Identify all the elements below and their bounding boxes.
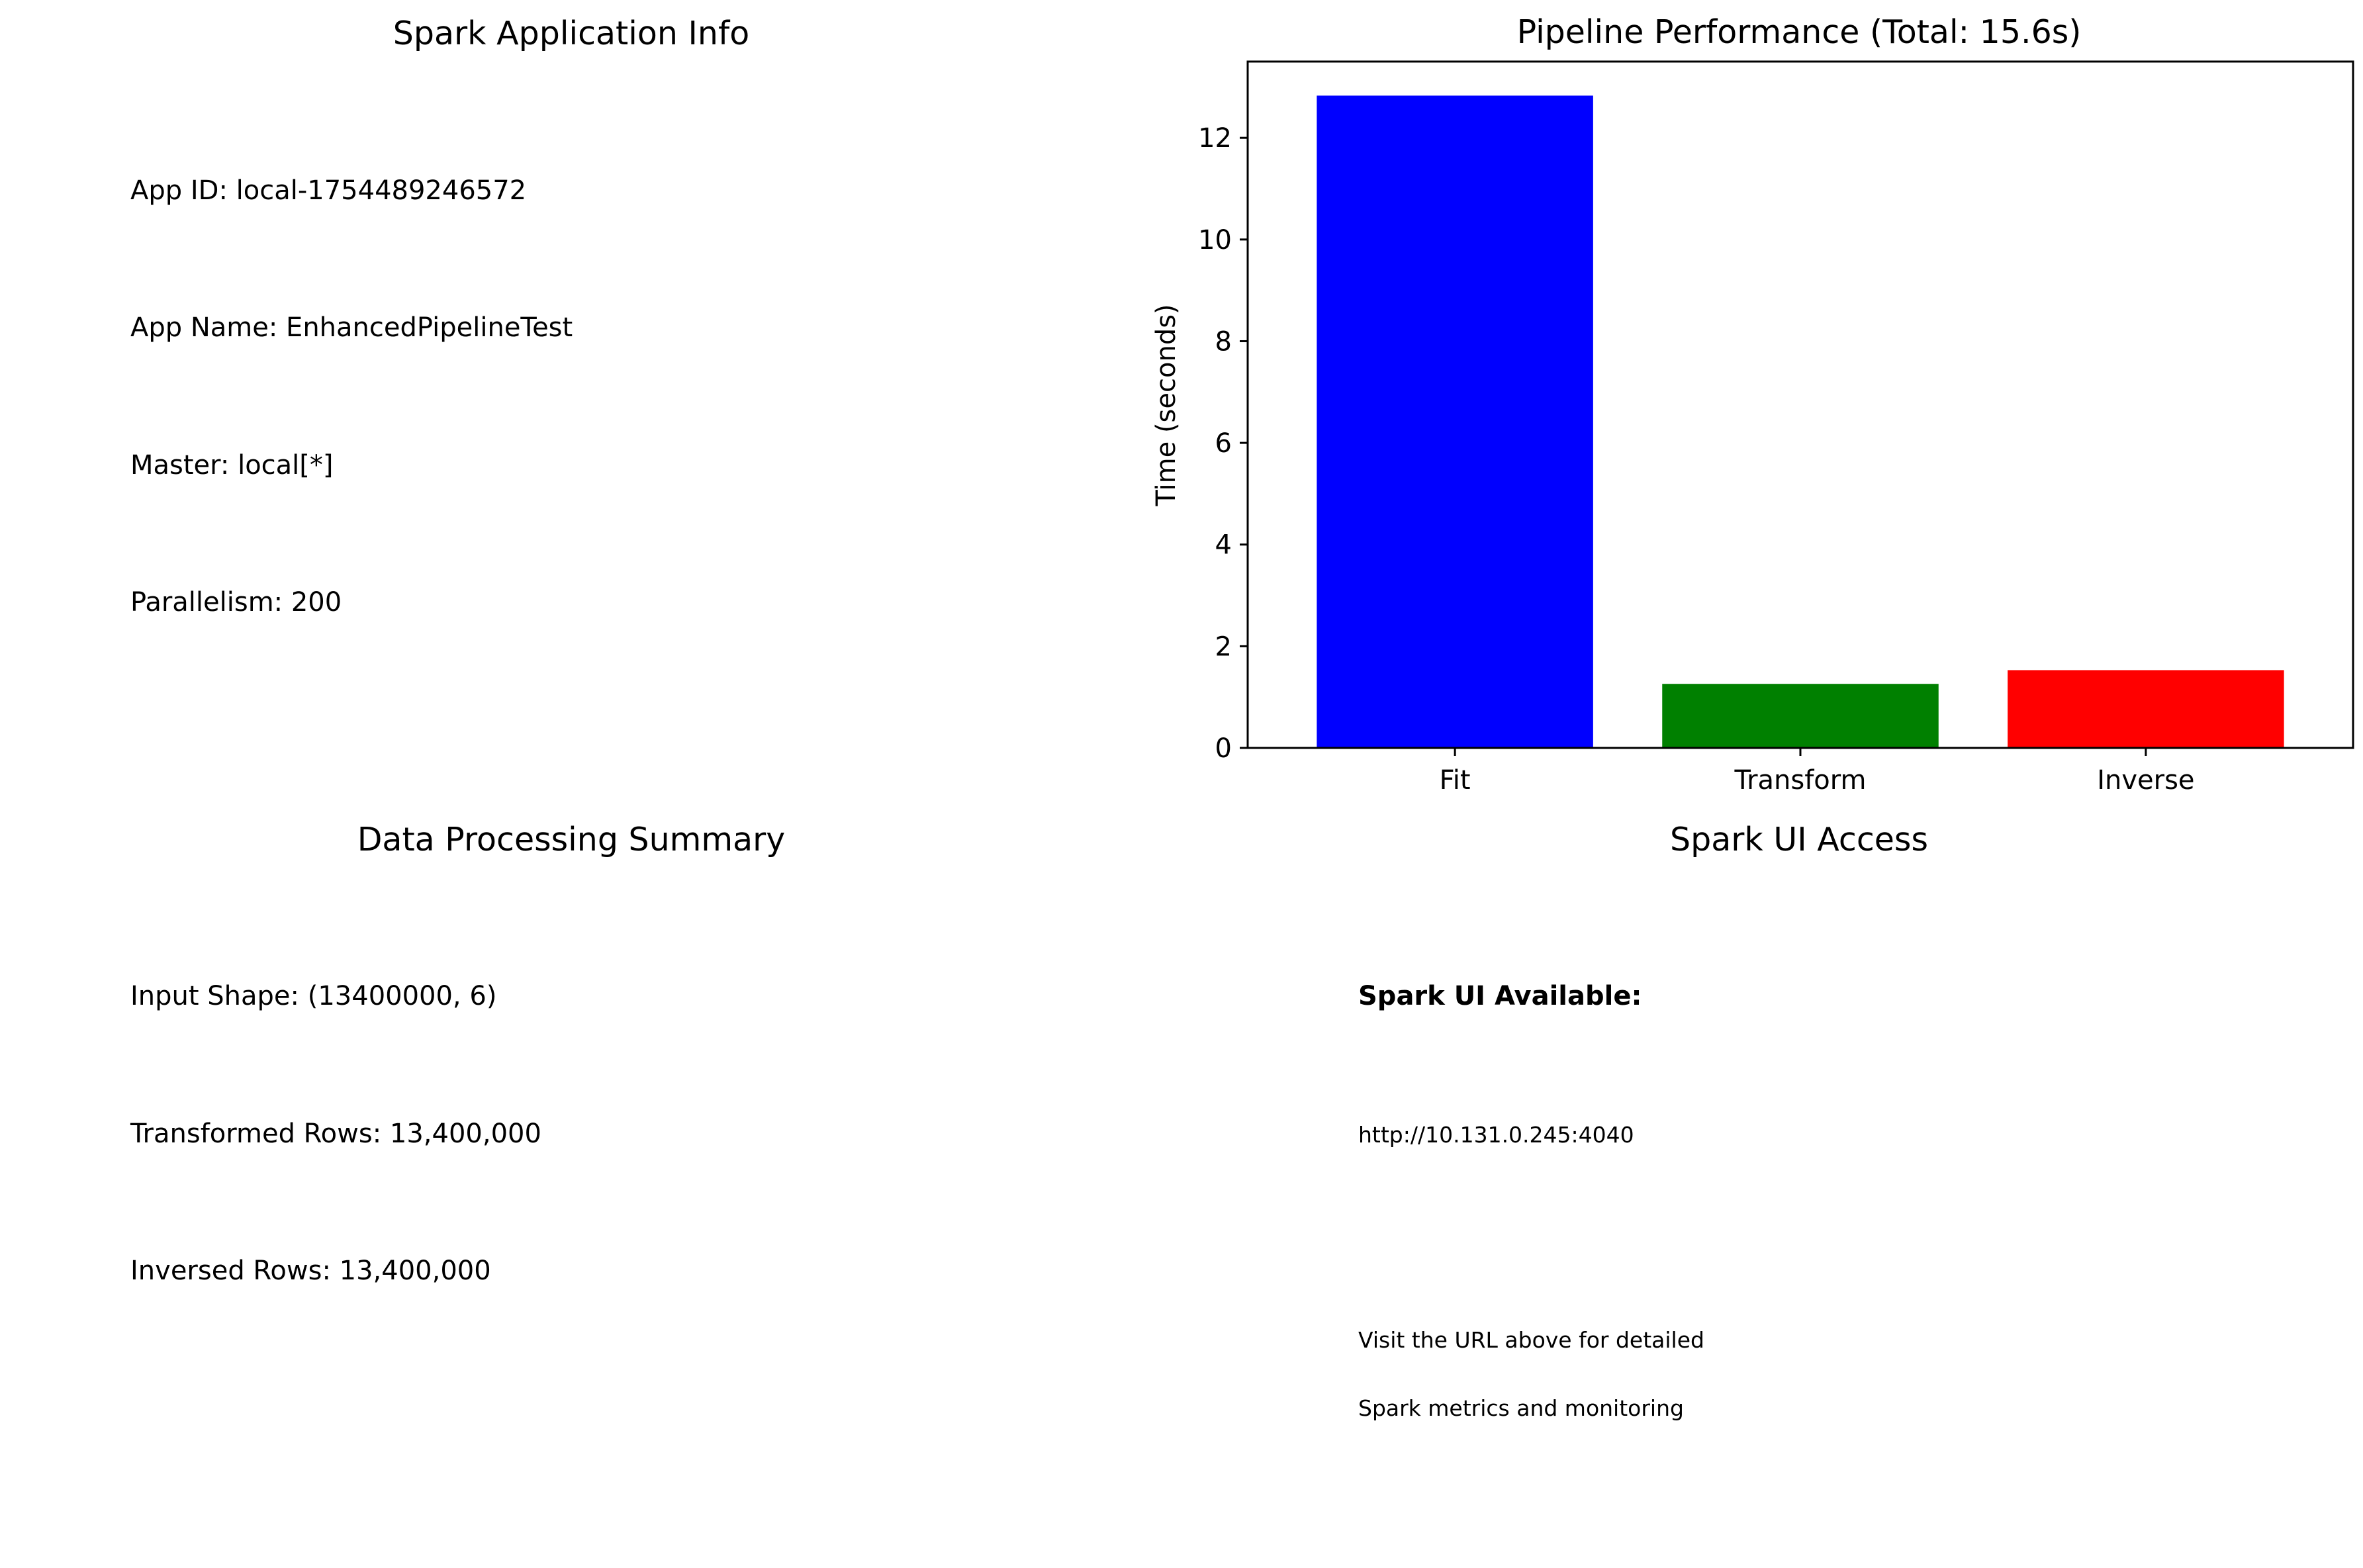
master-text: Master: local[*] <box>130 450 334 481</box>
x-tick-label: Fit <box>1440 765 1471 796</box>
spark-ui-url[interactable]: http://10.131.0.245:4040 <box>1358 1122 1634 1148</box>
y-tick-label: 10 <box>1198 225 1232 255</box>
app-info-title: Spark Application Info <box>393 15 750 52</box>
chart-y-axis-label: Time (seconds) <box>1151 304 1182 506</box>
spark-ui-note-line-1: Visit the URL above for detailed <box>1358 1327 1704 1353</box>
parallelism-text: Parallelism: 200 <box>130 587 342 618</box>
y-tick-label: 6 <box>1215 428 1232 459</box>
input-shape-text: Input Shape: (13400000, 6) <box>130 981 497 1011</box>
bar-fit <box>1317 95 1593 748</box>
x-tick-label: Inverse <box>2097 765 2194 796</box>
spark-ui-heading: Spark UI Available: <box>1358 981 1642 1011</box>
x-tick-label: Transform <box>1734 765 1867 796</box>
y-tick-label: 4 <box>1215 530 1232 561</box>
transformed-rows-text: Transformed Rows: 13,400,000 <box>130 1119 541 1149</box>
spark-ui-title: Spark UI Access <box>1670 821 1928 858</box>
app-id-text: App ID: local-1754489246572 <box>130 175 527 206</box>
chart-plot-frame <box>1246 60 2354 749</box>
y-tick-label: 0 <box>1215 733 1232 764</box>
pipeline-performance-chart: Pipeline Performance (Total: 15.6s) Time… <box>1151 13 2354 796</box>
bar-transform <box>1662 684 1939 748</box>
data-summary-title: Data Processing Summary <box>357 821 786 858</box>
spark-ui-note-line-2: Spark metrics and monitoring <box>1358 1395 1684 1421</box>
inversed-rows-text: Inversed Rows: 13,400,000 <box>130 1256 491 1286</box>
y-tick-label: 8 <box>1215 326 1232 357</box>
y-tick-label: 2 <box>1215 631 1232 662</box>
bar-inverse <box>2008 670 2284 748</box>
app-name-text: App Name: EnhancedPipelineTest <box>130 312 573 343</box>
chart-title: Pipeline Performance (Total: 15.6s) <box>1517 13 2082 51</box>
y-tick-label: 12 <box>1198 123 1232 154</box>
